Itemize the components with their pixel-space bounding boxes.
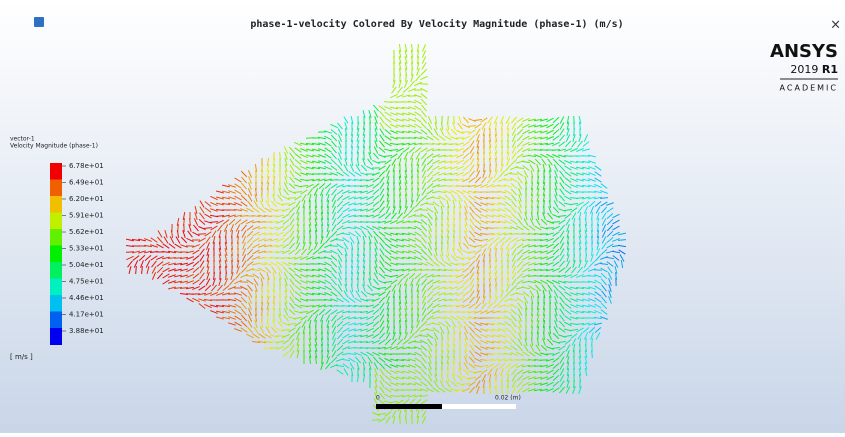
colorbar-band — [50, 229, 62, 246]
vector-arrow — [552, 222, 560, 223]
colorbar-band — [50, 295, 62, 312]
scale-bar-light — [442, 404, 516, 409]
colorbar-label: 5.91e+01 — [69, 212, 104, 220]
logo-edition: ACADEMIC — [780, 84, 838, 93]
colorbar-label: 4.75e+01 — [69, 278, 104, 286]
colorbar-label: 5.62e+01 — [69, 228, 104, 236]
vector-arrow — [406, 74, 407, 82]
viewport: phase-1-velocity Colored By Velocity Mag… — [0, 0, 845, 433]
vector-arrow — [502, 284, 503, 292]
colorbar-band — [50, 279, 62, 296]
colorbar-label: 4.17e+01 — [69, 311, 104, 319]
vector-arrow — [502, 158, 503, 166]
window-icon[interactable] — [34, 17, 44, 27]
vector-arrow — [372, 420, 380, 421]
vector-arrow — [322, 356, 323, 364]
vector-arrow — [462, 186, 470, 187]
legend-name: vector-1 — [10, 136, 35, 143]
vector-arrow — [288, 198, 296, 199]
vector-arrow — [454, 368, 455, 376]
colorbar-label: 6.20e+01 — [69, 195, 104, 203]
vector-arrow — [216, 216, 224, 217]
close-button[interactable]: × — [830, 18, 841, 33]
vector-arrow — [204, 228, 212, 229]
legend-title: Velocity Magnitude (phase-1) — [10, 143, 98, 150]
window-title: phase-1-velocity Colored By Velocity Mag… — [250, 18, 623, 30]
colorbar-label: 6.78e+01 — [69, 162, 104, 170]
vector-arrow — [330, 246, 338, 247]
vector-arrow — [226, 272, 227, 280]
vector-arrow — [552, 150, 560, 151]
colorbar-band — [50, 163, 62, 180]
vector-arrow — [574, 128, 575, 136]
logo-year: 2019 — [790, 63, 818, 76]
vector-arrow — [394, 74, 395, 82]
colorbar-band — [50, 213, 62, 230]
colorbar-band — [50, 180, 62, 197]
logo-brand: ANSYS — [770, 41, 838, 62]
vector-arrow — [406, 200, 407, 208]
vector-arrow — [412, 320, 413, 328]
scale-bar-dark — [376, 404, 442, 409]
vector-arrow — [378, 162, 386, 163]
vector-arrow — [594, 270, 602, 271]
logo-release: R1 — [822, 63, 838, 76]
vector-arrow — [600, 198, 608, 199]
colorbar-label: 6.49e+01 — [69, 179, 104, 187]
vector-arrow — [544, 332, 545, 340]
vector-arrow — [420, 210, 428, 211]
scale-start: 0 — [376, 395, 380, 402]
colorbar-band — [50, 262, 62, 279]
vector-arrow — [316, 236, 317, 244]
vector-arrow — [136, 266, 137, 274]
colorbar-band — [50, 328, 62, 345]
vector-arrow — [544, 206, 545, 214]
vector-arrow — [484, 164, 485, 172]
vector-arrow — [574, 254, 575, 262]
vector-arrow — [412, 194, 413, 202]
vector-arrow — [306, 180, 314, 181]
colorbar-label: 3.88e+01 — [69, 327, 104, 335]
vector-arrow — [462, 258, 470, 259]
scale-end: 0.02 (m) — [495, 395, 521, 402]
colorbar-label: 5.33e+01 — [69, 245, 104, 253]
colorbar-label: 5.04e+01 — [69, 261, 104, 269]
colorbar-band — [50, 196, 62, 213]
colorbar-band — [50, 312, 62, 329]
colorbar-band — [50, 246, 62, 263]
logo-version: 2019 R1 — [790, 63, 838, 76]
legend-units: [ m/s ] — [10, 353, 33, 361]
vector-arrow — [496, 164, 497, 172]
background — [0, 0, 845, 433]
vector-arrow — [126, 252, 134, 253]
colorbar-label: 4.46e+01 — [69, 294, 104, 302]
